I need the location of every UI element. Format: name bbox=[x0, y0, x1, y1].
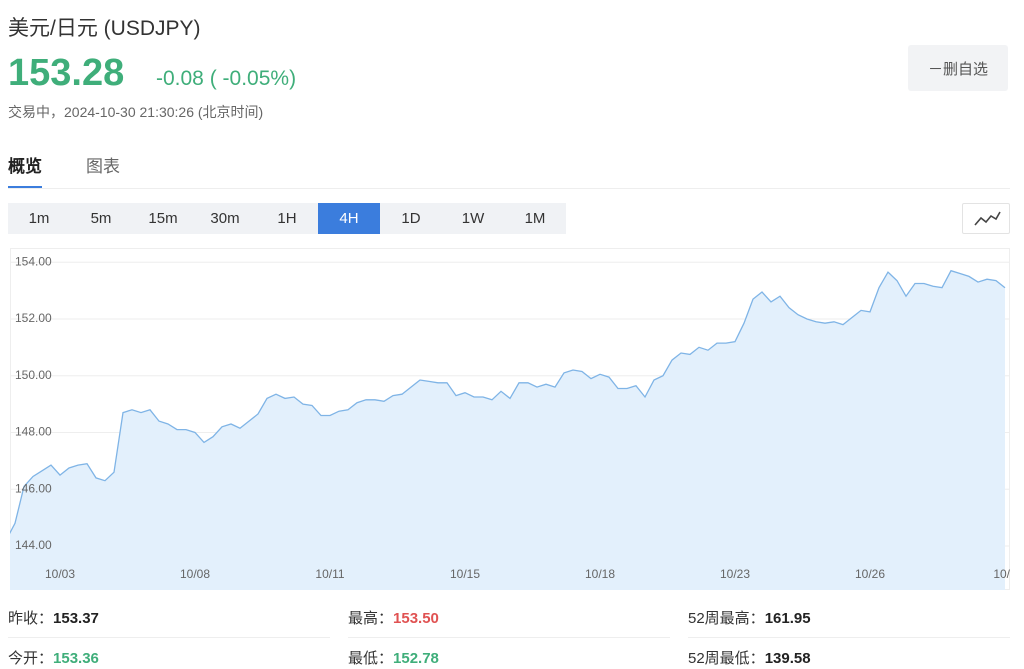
stat-divider bbox=[348, 637, 670, 638]
interval-button[interactable]: 1m bbox=[28, 210, 50, 227]
divider bbox=[8, 188, 1010, 189]
stat: 今开：153.36 bbox=[8, 647, 99, 668]
interval-button[interactable]: 30m bbox=[210, 210, 240, 227]
line bbox=[10, 269, 1006, 535]
stat-label: 昨收： bbox=[8, 610, 54, 627]
stat-value: 139.58 bbox=[764, 650, 811, 667]
x-tick-label: 10/03 bbox=[45, 567, 75, 581]
chart-icon bbox=[974, 211, 1001, 226]
x-tick-label: 10/23 bbox=[720, 567, 750, 581]
interval-bar: 1m 5m 15m 30m 1H 4H 1D 1W 1M bbox=[8, 203, 566, 234]
stat-divider bbox=[8, 637, 330, 638]
area bbox=[10, 270, 1005, 590]
interval-button[interactable]: 1H bbox=[277, 210, 297, 227]
stat-label: 最高： bbox=[348, 610, 394, 627]
stat-value: 161.95 bbox=[764, 610, 811, 627]
stat-label: 今开： bbox=[8, 650, 54, 667]
stat-label: 52周最高： bbox=[688, 610, 765, 627]
change: -0.08 ( -0.05%) bbox=[156, 67, 297, 90]
x-tick-label: 10/08 bbox=[180, 567, 210, 581]
y-tick-label: 148.00 bbox=[15, 425, 52, 439]
stat-value: 153.37 bbox=[53, 610, 99, 627]
x-tick-label: 10/3 bbox=[993, 567, 1010, 581]
stat: 52周最高：161.95 bbox=[688, 607, 811, 628]
chart-type-button[interactable] bbox=[962, 203, 1010, 234]
y-tick-label: 146.00 bbox=[15, 481, 52, 495]
interval-button[interactable]: 5m bbox=[90, 210, 112, 227]
stat: 52周最低：139.58 bbox=[688, 647, 811, 668]
remove-watchlist-button[interactable]: －删自选 bbox=[908, 45, 1008, 91]
title: 美元/日元 (USDJPY) bbox=[8, 17, 201, 40]
stat: 昨收：153.37 bbox=[8, 607, 99, 628]
stat: 最高：153.50 bbox=[348, 607, 439, 628]
x-tick-label: 10/18 bbox=[585, 567, 615, 581]
x-tick-label: 10/11 bbox=[315, 567, 344, 581]
status: 交易中，2024-10-30 21:30:26 (北京时间) bbox=[8, 104, 264, 120]
stat-value: 152.78 bbox=[393, 650, 439, 667]
stat-label: 52周最低： bbox=[688, 650, 765, 667]
stat-label: 最低： bbox=[348, 650, 394, 667]
price: 153.28 bbox=[8, 52, 125, 94]
interval-button[interactable]: 1D bbox=[401, 210, 421, 227]
y-tick-label: 154.00 bbox=[15, 254, 52, 268]
interval-button[interactable]: 4H bbox=[318, 203, 380, 234]
stat-divider bbox=[688, 637, 1010, 638]
tabs: 概览 图表 bbox=[8, 152, 120, 189]
y-tick-label: 152.00 bbox=[15, 311, 52, 325]
stat-value: 153.36 bbox=[53, 650, 99, 667]
interval-button[interactable]: 1W bbox=[461, 210, 485, 227]
y-tick-label: 150.00 bbox=[15, 368, 52, 382]
tab[interactable]: 概览 bbox=[8, 152, 42, 189]
interval-button[interactable]: 1M bbox=[524, 210, 546, 227]
chart: 144.00 146.00 148.00 150.00 152.00 154.00 10/0… bbox=[10, 248, 1010, 590]
stat-value: 153.50 bbox=[393, 610, 439, 627]
interval-button[interactable]: 15m bbox=[148, 210, 178, 227]
x-tick-label: 10/15 bbox=[450, 567, 480, 581]
stat: 最低：152.78 bbox=[348, 647, 439, 668]
x-tick-label: 10/26 bbox=[855, 567, 885, 581]
y-tick-label: 144.00 bbox=[15, 538, 52, 552]
tab[interactable]: 图表 bbox=[86, 157, 120, 176]
